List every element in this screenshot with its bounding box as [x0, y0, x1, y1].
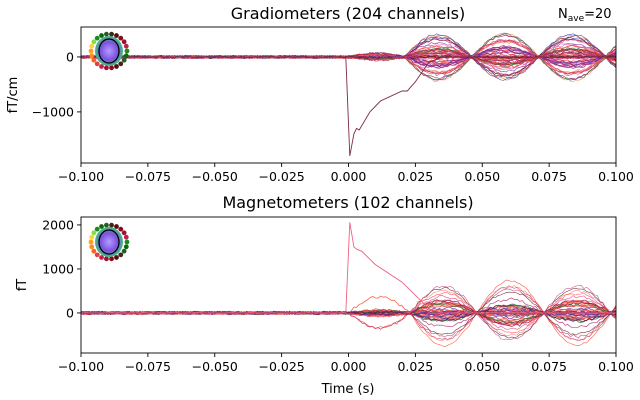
- sensor-layout-icon: [88, 31, 130, 71]
- y-tick-label: 0: [66, 305, 74, 320]
- y-tick-label: 0: [66, 49, 74, 64]
- x-tick-label: −0.050: [192, 359, 238, 374]
- x-tick-label: 0.050: [464, 359, 500, 374]
- sensor-layout-icon: [88, 222, 130, 262]
- gradiometers-title: Gradiometers (204 channels): [231, 4, 465, 23]
- axes-frame: [80, 26, 617, 164]
- x-tick-label: −0.075: [125, 169, 171, 184]
- x-tick-label: 0.100: [598, 169, 634, 184]
- channel-trace: [81, 38, 616, 76]
- channel-trace: [81, 51, 616, 62]
- x-tick-label: −0.025: [258, 169, 304, 184]
- x-tick-label: 0.050: [464, 169, 500, 184]
- y-tick-label: 2000: [42, 217, 74, 232]
- channel-trace: [81, 299, 616, 327]
- gradiometers-ylabel: fT/cm: [6, 77, 21, 114]
- x-tick-label: −0.075: [125, 359, 171, 374]
- x-tick-label: 0.025: [397, 359, 433, 374]
- magnetometers-ylabel: fT: [15, 279, 30, 292]
- x-tick-label: 0.075: [531, 169, 567, 184]
- x-tick-label: −0.050: [192, 169, 238, 184]
- x-tick-label: −0.025: [258, 359, 304, 374]
- x-tick-label: 0.100: [598, 359, 634, 374]
- spike-trace: [81, 222, 616, 314]
- y-tick-label: −1000: [32, 104, 74, 119]
- time-xlabel: Time (s): [321, 382, 375, 397]
- y-tick-label: 1000: [42, 261, 74, 276]
- x-tick-label: 0.000: [331, 169, 367, 184]
- x-tick-label: 0.075: [531, 359, 567, 374]
- nave-label: Nave=20: [558, 7, 612, 24]
- magnetometers-axes: −0.100 −0.075 −0.050 −0.025 0.000 0.025 0.050 0…: [42, 216, 634, 374]
- x-tick-label: −0.100: [58, 359, 104, 374]
- magnetometers-title: Magnetometers (102 channels): [222, 193, 473, 212]
- x-tick-label: −0.100: [58, 169, 104, 184]
- gradiometers-axes: −0.100 −0.075 −0.050 −0.025 0.000 0.025 0.050 0…: [32, 26, 634, 184]
- x-tick-label: 0.025: [397, 169, 433, 184]
- x-tick-label: 0.000: [331, 359, 367, 374]
- spike-trace: [81, 56, 616, 156]
- axes-frame: [80, 216, 617, 354]
